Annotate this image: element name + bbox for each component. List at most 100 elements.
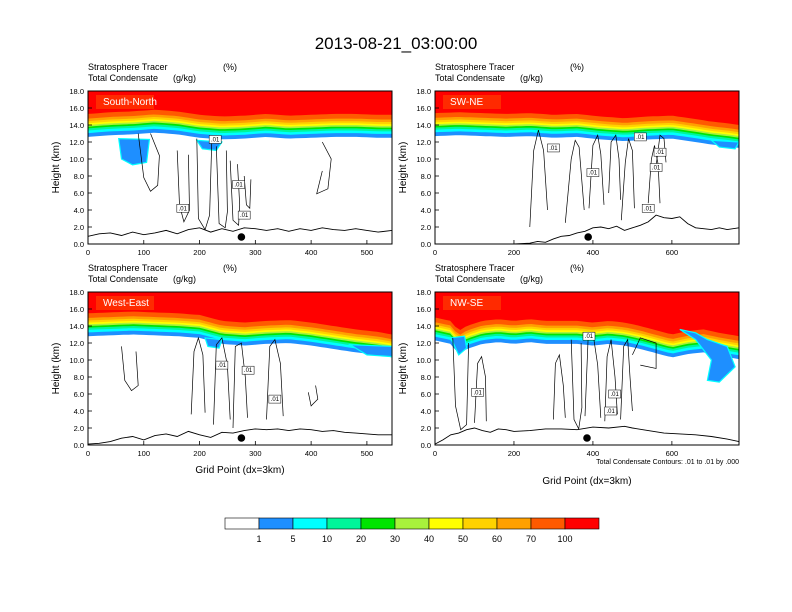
contour-label: .01 xyxy=(240,213,249,219)
contour-label: .01 xyxy=(636,135,645,141)
x-tick-label: 0 xyxy=(433,449,437,458)
y-tick-label: 0.0 xyxy=(74,240,84,249)
y-tick-label: 14.0 xyxy=(416,322,431,331)
x-tick-label: 200 xyxy=(508,248,521,257)
x-tick-label: 500 xyxy=(361,248,374,257)
y-tick-label: 10.0 xyxy=(69,356,84,365)
legend-label: 5 xyxy=(290,534,295,544)
tracer-lobe-0 xyxy=(709,139,739,150)
contour-label: .01 xyxy=(211,137,220,143)
y-tick-label: 16.0 xyxy=(69,305,84,314)
x-tick-label: 100 xyxy=(138,248,151,257)
y-tick-label: 10.0 xyxy=(416,356,431,365)
field-1-name: Stratosphere Tracer xyxy=(88,62,168,72)
tracer-lobe-0 xyxy=(679,328,736,383)
contour-label-box xyxy=(582,331,596,341)
x-tick-label: 400 xyxy=(587,449,600,458)
legend-swatch xyxy=(564,517,600,530)
x-tick-label: 200 xyxy=(193,449,206,458)
y-tick-label: 2.0 xyxy=(74,424,84,433)
condensate-contour-3 xyxy=(608,134,621,200)
y-tick-label: 10.0 xyxy=(416,155,431,164)
contour-label-box xyxy=(241,365,255,375)
legend-swatch xyxy=(326,517,362,530)
legend-swatch xyxy=(462,517,498,530)
x-tick-label: 0 xyxy=(86,449,90,458)
field-1-units: (%) xyxy=(223,263,237,273)
contour-note: Total Condensate Contours: .01 to .01 by… xyxy=(596,459,739,466)
x-tick-label: 500 xyxy=(361,449,374,458)
contour-label: .01 xyxy=(610,392,619,398)
location-marker xyxy=(584,233,592,241)
condensate-contour-0 xyxy=(529,130,548,228)
y-tick-label: 12.0 xyxy=(416,138,431,147)
y-tick-label: 0.0 xyxy=(421,240,431,249)
contour-label: .01 xyxy=(271,397,280,403)
plot-frame xyxy=(87,291,393,446)
tracer-lobe-1 xyxy=(449,335,468,356)
west-east-band-100 xyxy=(88,292,392,335)
contour-label-box xyxy=(176,204,190,213)
panel-south-north: Stratosphere Tracer (%) Total Condensate (g… xyxy=(51,62,393,257)
x-axis-label-right: Grid Point (dx=3km) xyxy=(542,476,631,487)
panel-name: NW-SE xyxy=(450,298,483,309)
y-tick-label: 2.0 xyxy=(421,424,431,433)
contour-label: .01 xyxy=(607,409,616,415)
condensate-contour-1 xyxy=(564,139,585,223)
condensate-contour-4 xyxy=(620,138,635,221)
legend-label: 100 xyxy=(557,534,572,544)
legend-label: 60 xyxy=(492,534,502,544)
condensate-contour-5 xyxy=(604,339,618,422)
contour-label-box xyxy=(215,360,229,370)
y-axis-label: Height (km) xyxy=(51,142,62,194)
legend-swatch xyxy=(496,517,532,530)
y-tick-label: 6.0 xyxy=(421,189,431,198)
condensate-contour-0 xyxy=(452,337,469,431)
tracer-lobe-1 xyxy=(347,344,392,358)
x-axis-label-left: Grid Point (dx=3km) xyxy=(195,465,284,476)
contour-label: .01 xyxy=(179,206,188,212)
y-tick-label: 12.0 xyxy=(69,138,84,147)
panel-name-box xyxy=(443,296,501,310)
color-legend: 1 5 10 20 30 40 50 60 70 100 xyxy=(224,517,600,544)
x-tick-label: 200 xyxy=(193,248,206,257)
legend-label: 40 xyxy=(424,534,434,544)
condensate-contour-5 xyxy=(243,175,252,210)
field-2-units: (g/kg) xyxy=(173,73,196,83)
plot-area: .01 .01 .01 .01 xyxy=(435,292,739,445)
y-tick-label: 6.0 xyxy=(421,390,431,399)
condensate-contour-5 xyxy=(647,145,661,204)
nw-se-band-100 xyxy=(435,292,739,337)
condensate-contour-2 xyxy=(553,353,566,420)
location-marker xyxy=(237,434,246,442)
plot-frame xyxy=(434,90,740,245)
y-tick-label: 14.0 xyxy=(69,322,84,331)
south-north-band-100 xyxy=(88,91,392,117)
panel-name: West-East xyxy=(103,298,149,309)
contour-label: .01 xyxy=(244,368,253,374)
field-1-units: (%) xyxy=(570,263,584,273)
terrain-line xyxy=(88,227,392,237)
contour-label: .01 xyxy=(644,206,653,212)
x-tick-label: 0 xyxy=(86,248,90,257)
legend-label: 70 xyxy=(526,534,536,544)
y-tick-label: 6.0 xyxy=(74,390,84,399)
legend-swatch xyxy=(224,517,260,530)
x-tick-label: 300 xyxy=(249,449,262,458)
y-tick-label: 8.0 xyxy=(421,373,431,382)
tracer-lobe-0 xyxy=(204,337,223,349)
legend-swatch xyxy=(428,517,464,530)
condensate-contour-0 xyxy=(121,346,139,392)
y-tick-label: 4.0 xyxy=(421,206,431,215)
x-tick-label: 100 xyxy=(138,449,151,458)
panel-name-box xyxy=(96,95,154,109)
contour-label-box xyxy=(471,388,484,397)
condensate-contour-1 xyxy=(474,355,487,423)
contour-label: .01 xyxy=(656,150,665,156)
condensate-contour-4 xyxy=(229,160,241,227)
plot-frame xyxy=(87,90,393,245)
y-axis-label: Height (km) xyxy=(398,142,409,194)
contour-label-box xyxy=(237,210,251,220)
y-tick-label: 18.0 xyxy=(416,288,431,297)
y-tick-label: 16.0 xyxy=(416,305,431,314)
